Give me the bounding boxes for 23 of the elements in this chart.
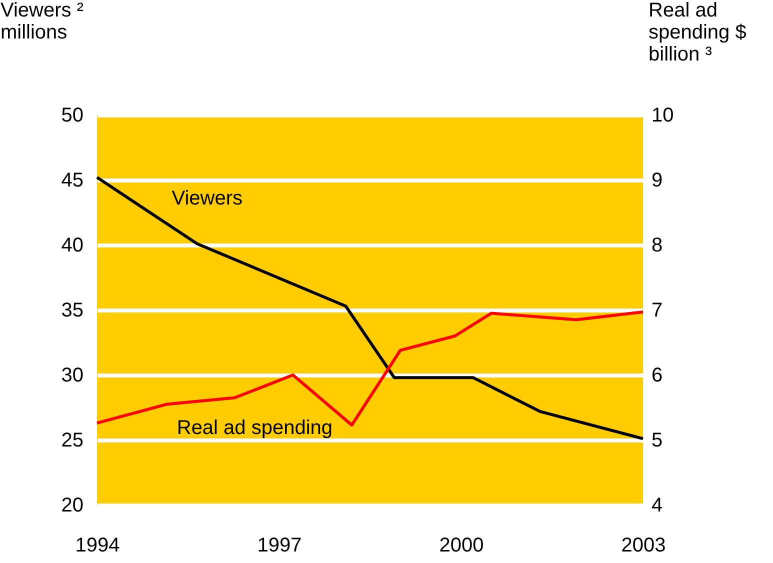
x-tick-label: 1997 <box>257 534 302 556</box>
y-tick-label: 20 <box>61 494 84 516</box>
y2-tick-label: 4 <box>652 494 663 516</box>
y-tick-label: 30 <box>61 364 84 386</box>
y2-tick-label: 6 <box>652 364 663 386</box>
series-label: Real ad spending <box>176 416 333 439</box>
x-tick-label: 2000 <box>439 534 484 556</box>
y2-tick-label: 5 <box>652 430 663 452</box>
y-tick-label: 45 <box>61 170 84 192</box>
line-series <box>96 176 644 440</box>
y-tick-label: 25 <box>61 430 84 452</box>
y2-tick-label: 8 <box>652 234 663 256</box>
y2-tick-label: 7 <box>652 300 663 322</box>
y-tick-label: 35 <box>61 300 84 322</box>
y-tick-label: 50 <box>61 104 84 126</box>
y2-tick-label: 9 <box>652 170 663 192</box>
series-label: Viewers <box>172 188 242 210</box>
y-axis-title: Viewers ² millions <box>0 0 84 44</box>
y-tick-label: 40 <box>61 234 84 256</box>
x-tick-label: 1994 <box>75 534 120 556</box>
y2-axis-title: Real ad spending $ billion ³ <box>648 0 746 66</box>
x-tick-label: 2003 <box>621 534 666 556</box>
y2-tick-label: 10 <box>652 104 674 126</box>
